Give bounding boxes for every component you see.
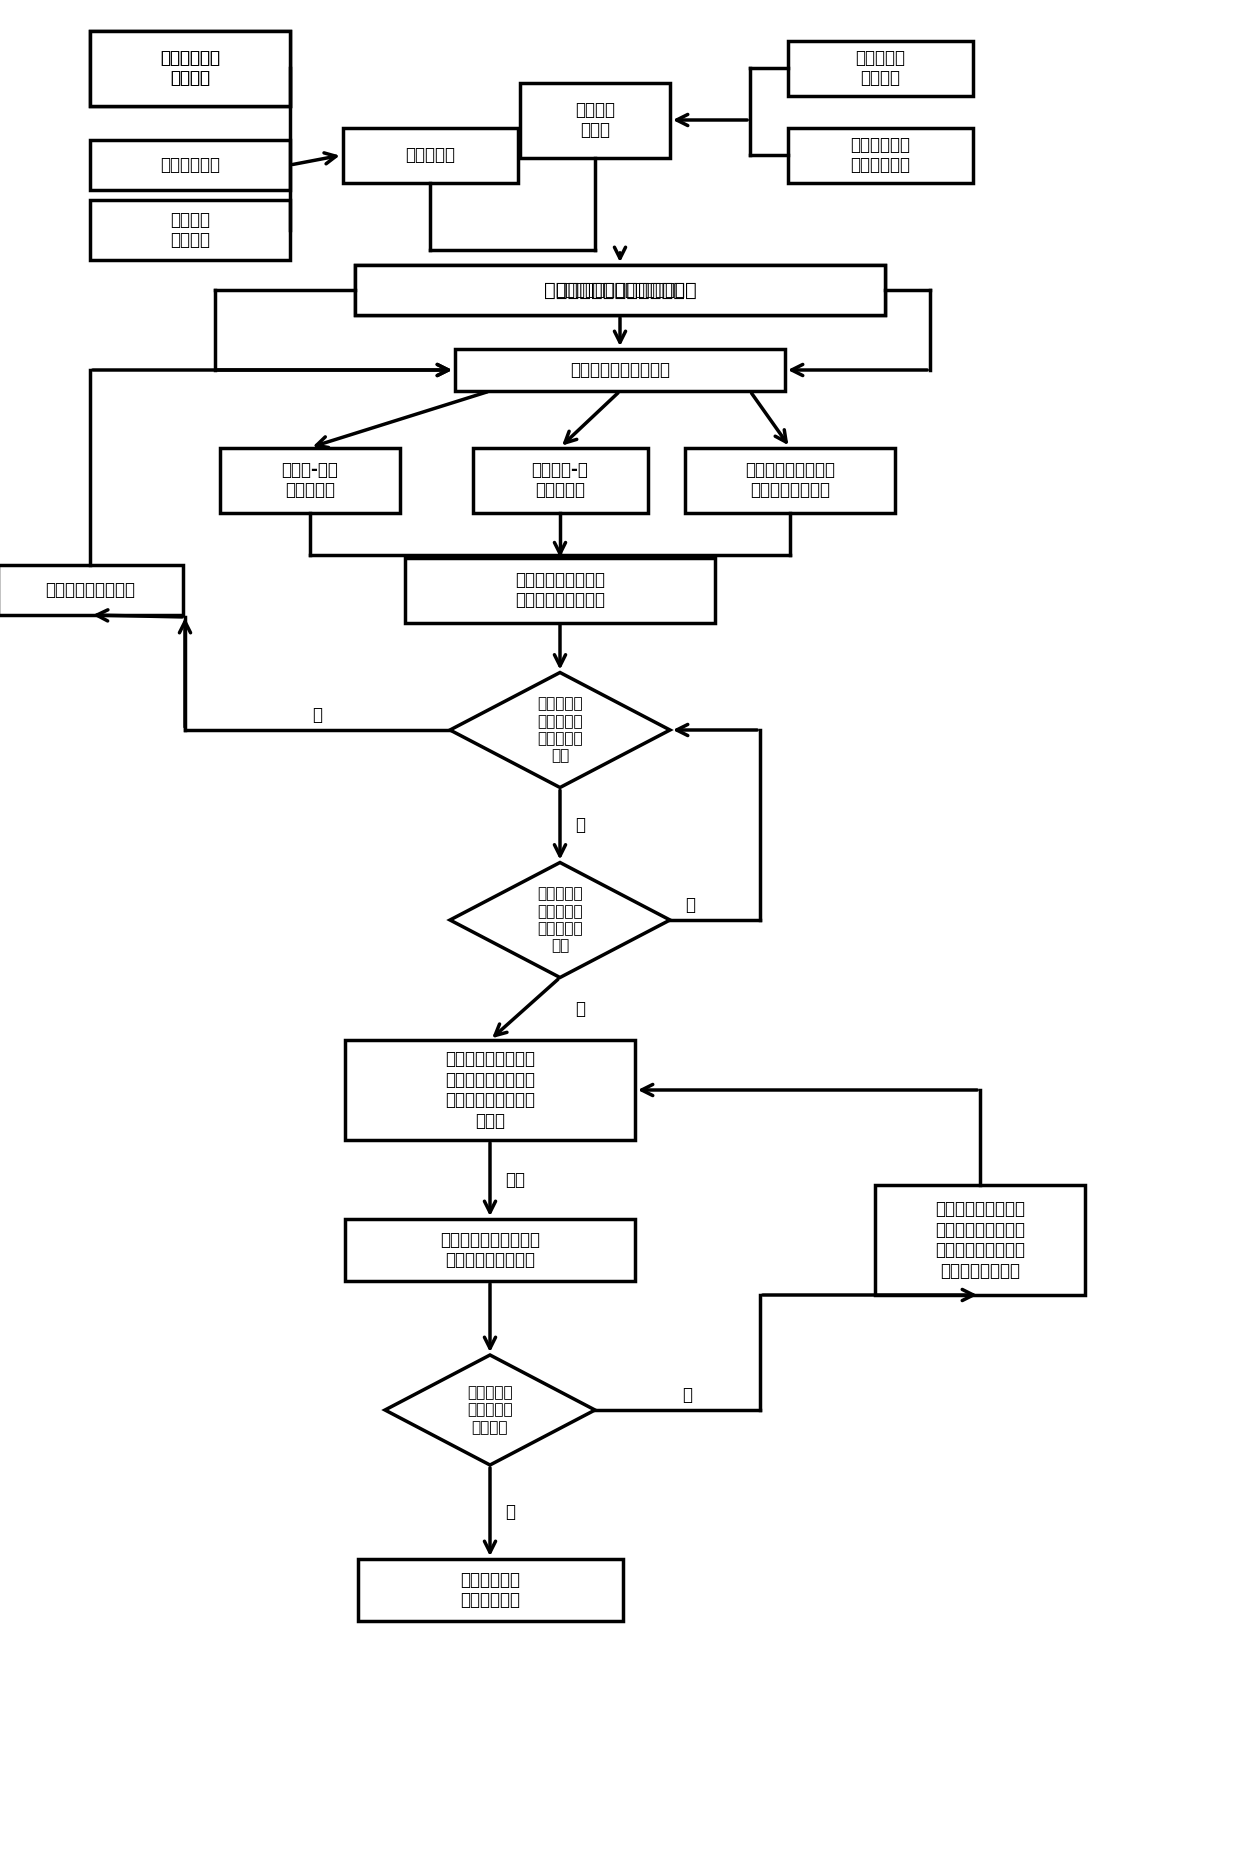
- Text: 是: 是: [575, 999, 585, 1018]
- Text: 否: 否: [682, 1386, 692, 1404]
- Text: 结构数据库: 结构数据库: [405, 146, 455, 165]
- Text: 继续训练，矫正模型: 继续训练，矫正模型: [45, 581, 135, 599]
- Text: 催化性能的理论值与
实验值的修正模型: 催化性能的理论值与 实验值的修正模型: [745, 461, 835, 500]
- Polygon shape: [450, 862, 670, 977]
- Text: 是: 是: [505, 1502, 515, 1521]
- Text: 指导: 指导: [505, 1171, 525, 1188]
- FancyBboxPatch shape: [455, 350, 785, 390]
- Text: 高通量催化
性能测试: 高通量催化 性能测试: [856, 48, 905, 87]
- FancyBboxPatch shape: [355, 265, 885, 314]
- Text: 计算模拟、微
观动力学分析: 计算模拟、微 观动力学分析: [849, 135, 910, 174]
- FancyBboxPatch shape: [472, 448, 647, 512]
- FancyBboxPatch shape: [91, 30, 290, 105]
- FancyBboxPatch shape: [0, 564, 182, 614]
- Text: 把该样品对应催化剂
颗粒模型和催化性能
理论值、实验值加入
训练集，矫正模型: 把该样品对应催化剂 颗粒模型和催化性能 理论值、实验值加入 训练集，矫正模型: [935, 1201, 1025, 1280]
- Text: 机器学习算法训练集和测试集: 机器学习算法训练集和测试集: [556, 281, 684, 300]
- Text: 结构特征-吸
附能关联式: 结构特征-吸 附能关联式: [532, 461, 589, 500]
- Text: 吸附能-催化
性能关联式: 吸附能-催化 性能关联式: [281, 461, 339, 500]
- FancyBboxPatch shape: [91, 141, 290, 191]
- Text: 基于催化材料构效关
系模型搜寻具有最佳
目标性能的催化剂颗
粒模型: 基于催化材料构效关 系模型搜寻具有最佳 目标性能的催化剂颗 粒模型: [445, 1049, 534, 1130]
- Text: 基于结构描述符的催
化材料构效关系模型: 基于结构描述符的催 化材料构效关系模型: [515, 570, 605, 609]
- Text: 利用训练集
数据判断预
测精度是否
达标: 利用训练集 数据判断预 测精度是否 达标: [537, 696, 583, 764]
- FancyBboxPatch shape: [345, 1040, 635, 1140]
- FancyBboxPatch shape: [520, 83, 670, 157]
- FancyBboxPatch shape: [91, 200, 290, 261]
- Text: 高通量制备，
结构表征: 高通量制备， 结构表征: [160, 48, 219, 87]
- FancyBboxPatch shape: [355, 265, 885, 314]
- Text: 判断催化剂
性能是否与
预测一致: 判断催化剂 性能是否与 预测一致: [467, 1386, 513, 1436]
- Polygon shape: [384, 1354, 595, 1465]
- FancyBboxPatch shape: [787, 128, 972, 183]
- FancyBboxPatch shape: [357, 1560, 622, 1621]
- FancyBboxPatch shape: [91, 30, 290, 105]
- FancyBboxPatch shape: [684, 448, 895, 512]
- FancyBboxPatch shape: [405, 557, 715, 622]
- Text: 表面模型相图: 表面模型相图: [160, 155, 219, 174]
- Text: 高通量制备，
结构表征: 高通量制备， 结构表征: [160, 48, 219, 87]
- Text: 机器学习算法回归拟合: 机器学习算法回归拟合: [570, 361, 670, 379]
- Text: 否: 否: [312, 707, 322, 723]
- Text: 是: 是: [575, 816, 585, 834]
- Text: 颗粒模型
构建规则: 颗粒模型 构建规则: [170, 211, 210, 250]
- FancyBboxPatch shape: [345, 1219, 635, 1280]
- FancyBboxPatch shape: [342, 128, 517, 183]
- FancyBboxPatch shape: [219, 448, 401, 512]
- Text: 否: 否: [684, 895, 694, 914]
- FancyBboxPatch shape: [875, 1186, 1085, 1295]
- Text: 催化性能
数据库: 催化性能 数据库: [575, 100, 615, 139]
- Text: 成功筛选获得
目标催化材料: 成功筛选获得 目标催化材料: [460, 1571, 520, 1610]
- Polygon shape: [450, 673, 670, 788]
- Text: 利用测试集
数据判断预
测精度是否
达标: 利用测试集 数据判断预 测精度是否 达标: [537, 886, 583, 953]
- Text: 高通量实验制备、结构
表征、催化性能测试: 高通量实验制备、结构 表征、催化性能测试: [440, 1230, 539, 1269]
- Text: 机器学习算法训练集和测试集: 机器学习算法训练集和测试集: [543, 281, 697, 300]
- FancyBboxPatch shape: [787, 41, 972, 96]
